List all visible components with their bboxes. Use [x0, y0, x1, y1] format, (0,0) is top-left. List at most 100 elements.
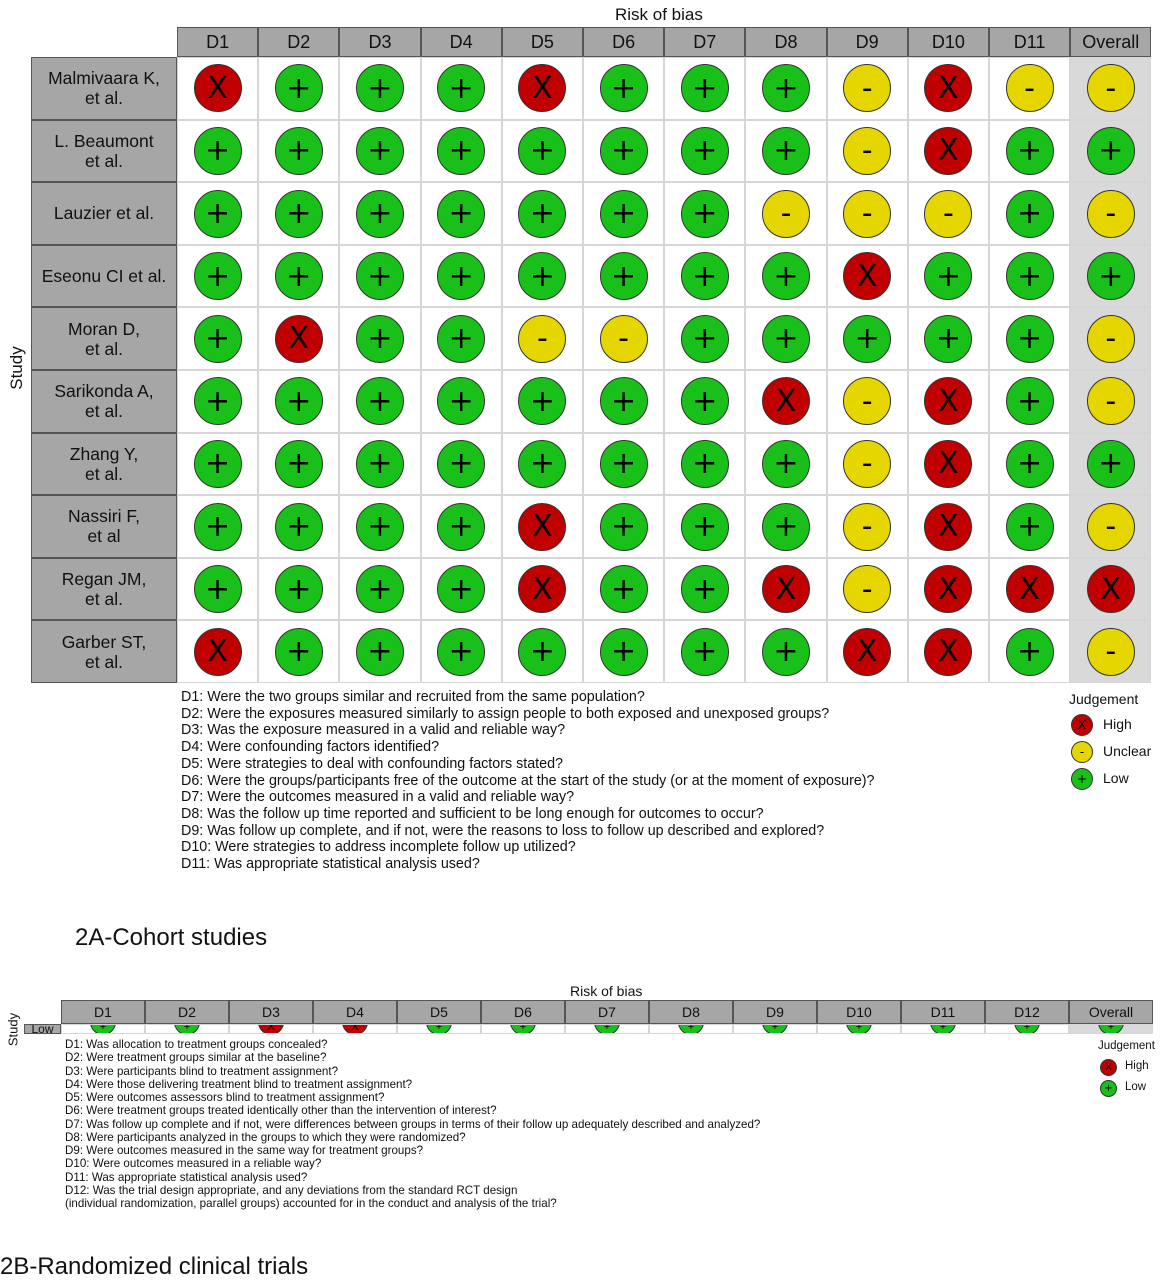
cell-b: +: [1069, 1024, 1153, 1034]
judgement-unclear-icon: -: [1086, 314, 1135, 363]
legend-label-a: High: [1103, 716, 1132, 732]
cell-b: +: [985, 1024, 1069, 1034]
column-header-b: D4: [313, 1000, 397, 1024]
judgement-high-icon: X: [924, 627, 973, 676]
domain-definition: D3: Was the exposure measured in a valid…: [181, 722, 566, 739]
column-header-b: D5: [397, 1000, 481, 1024]
domain-definition: D6: Were treatment groups treated identi…: [65, 1104, 497, 1118]
judgement-unclear-icon: -: [843, 64, 892, 113]
study-label-a: Eseonu CI et al.: [31, 244, 177, 308]
judgement-low-icon: +: [599, 502, 648, 551]
judgement-high-icon: X: [924, 64, 973, 113]
judgement-low-icon: +: [680, 565, 729, 614]
judgement-low-icon: +: [930, 1025, 956, 1033]
column-header-a: D3: [339, 27, 421, 57]
judgement-low-icon: +: [762, 252, 810, 301]
judgement-low-icon: +: [274, 126, 323, 175]
judgement-low-icon: +: [1005, 502, 1054, 551]
judgement-low-icon: +: [274, 189, 323, 238]
judgement-low-icon: +: [518, 252, 567, 301]
judgement-low-icon: +: [599, 189, 648, 238]
judgement-low-icon: +: [678, 1025, 704, 1033]
judgement-low-icon: +: [1086, 126, 1135, 175]
judgement-low-icon: +: [762, 1025, 788, 1033]
judgement-low-icon: +: [594, 1025, 620, 1033]
judgement-low-icon: +: [599, 252, 648, 301]
judgement-low-icon: +: [193, 189, 242, 238]
domain-definition: D5: Were strategies to deal with confoun…: [181, 755, 563, 772]
judgement-low-icon: +: [599, 64, 648, 113]
legend-low-icon: +: [1071, 768, 1093, 790]
column-header-b: Overall: [1069, 1000, 1153, 1024]
domain-definition: D5: Were outcomes assessors blind to tre…: [65, 1091, 385, 1104]
judgement-low-icon: +: [274, 64, 323, 113]
chart-b-y-axis-label: Study: [5, 1012, 21, 1047]
judgement-low-icon: +: [1005, 126, 1054, 175]
judgement-low-icon: +: [1014, 1025, 1040, 1033]
legend-label-a: Low: [1103, 770, 1129, 786]
judgement-low-icon: +: [1086, 252, 1135, 301]
judgement-low-icon: +: [356, 252, 404, 301]
judgement-low-icon: +: [356, 189, 404, 238]
column-header-a: D1: [177, 27, 259, 57]
judgement-low-icon: +: [762, 126, 810, 175]
judgement-low-icon: +: [437, 126, 486, 175]
cell-b: X: [313, 1024, 397, 1034]
judgement-low-icon: +: [599, 627, 648, 676]
legend-low-icon: +: [1100, 1080, 1117, 1097]
judgement-low-icon: +: [599, 377, 648, 426]
judgement-unclear-icon: -: [1086, 377, 1135, 426]
judgement-low-icon: +: [174, 1025, 200, 1033]
judgement-low-icon: +: [193, 439, 242, 488]
cell-b: +: [901, 1024, 985, 1034]
domain-definition: D10: Were outcomes measured in a reliabl…: [65, 1157, 322, 1171]
judgement-low-icon: +: [356, 64, 404, 113]
legend-title-b: Judgement: [1098, 1040, 1155, 1052]
domain-definition: D6: Were the groups/participants free of…: [181, 772, 875, 789]
column-header-b: D6: [481, 1000, 565, 1024]
judgement-low-icon: +: [1005, 627, 1054, 676]
judgement-low-icon: +: [437, 252, 486, 301]
judgement-unclear-icon: -: [843, 377, 892, 426]
column-header-b: D1: [61, 1000, 145, 1024]
judgement-low-icon: +: [356, 627, 404, 676]
judgement-low-icon: +: [90, 1025, 116, 1033]
judgement-low-icon: +: [680, 439, 729, 488]
judgement-low-icon: +: [762, 439, 810, 488]
judgement-high-icon: X: [924, 377, 973, 426]
judgement-unclear-icon: -: [843, 502, 892, 551]
judgement-high-icon: X: [342, 1025, 368, 1033]
cell-b: X: [229, 1024, 313, 1034]
judgement-low-icon: +: [924, 314, 973, 363]
judgement-low-icon: +: [924, 252, 973, 301]
column-header-b: D12: [985, 1000, 1069, 1024]
judgement-low-icon: +: [680, 126, 729, 175]
judgement-low-icon: +: [843, 314, 892, 363]
judgement-high-icon: X: [843, 627, 892, 676]
domain-definition: D4: Were confounding factors identified?: [181, 739, 440, 756]
judgement-high-icon: X: [924, 439, 973, 488]
cell-b: +: [481, 1024, 565, 1034]
judgement-low-icon: +: [599, 565, 648, 614]
study-label-b: Low: [24, 1024, 61, 1034]
domain-definition: D9: Were outcomes measured in the same w…: [65, 1144, 424, 1157]
column-header-b: D8: [649, 1000, 733, 1024]
column-header-a: D5: [501, 27, 583, 57]
judgement-low-icon: +: [356, 377, 404, 426]
judgement-high-icon: X: [762, 565, 810, 614]
study-label-a: L. Beaumont et al.: [31, 119, 177, 183]
judgement-low-icon: +: [680, 502, 729, 551]
judgement-high-icon: X: [518, 64, 567, 113]
judgement-high-icon: X: [518, 565, 567, 614]
judgement-high-icon: X: [258, 1025, 284, 1033]
judgement-low-icon: +: [680, 314, 729, 363]
judgement-low-icon: +: [426, 1025, 452, 1033]
judgement-high-icon: X: [193, 627, 242, 676]
judgement-unclear-icon: -: [843, 126, 892, 175]
column-header-b: D7: [565, 1000, 649, 1024]
judgement-low-icon: +: [437, 627, 486, 676]
column-header-a: D11: [989, 27, 1071, 57]
judgement-high-icon: X: [843, 252, 892, 301]
domain-definition: D11: Was appropriate statistical analysi…: [181, 856, 480, 873]
judgement-unclear-icon: -: [924, 189, 973, 238]
